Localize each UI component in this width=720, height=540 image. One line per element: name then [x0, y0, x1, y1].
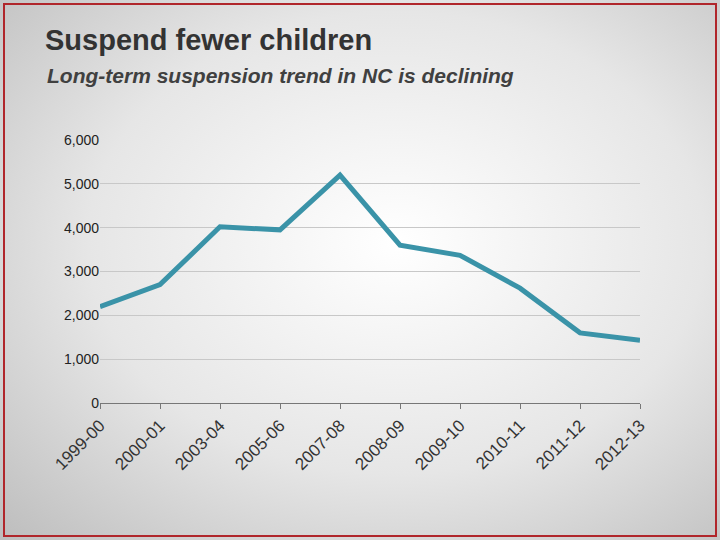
svg-text:2010-11: 2010-11 — [472, 416, 529, 473]
svg-text:Suspend fewer children: Suspend fewer children — [45, 24, 372, 56]
svg-text:1999-00: 1999-00 — [51, 416, 109, 474]
svg-text:Long-term suspension trend in: Long-term suspension trend in NC is decl… — [47, 64, 514, 87]
svg-text:0: 0 — [91, 395, 99, 411]
svg-text:2007-08: 2007-08 — [291, 416, 349, 474]
svg-text:2000-01: 2000-01 — [111, 416, 169, 474]
svg-text:3,000: 3,000 — [64, 263, 99, 279]
svg-text:1,000: 1,000 — [64, 351, 99, 367]
svg-text:2005-06: 2005-06 — [231, 416, 289, 474]
svg-text:2,000: 2,000 — [64, 307, 99, 323]
svg-text:2009-10: 2009-10 — [411, 416, 469, 474]
svg-text:4,000: 4,000 — [64, 220, 99, 236]
svg-text:2011-12: 2011-12 — [532, 416, 589, 473]
svg-text:2008-09: 2008-09 — [351, 416, 409, 474]
svg-text:2012-13: 2012-13 — [591, 416, 649, 474]
svg-text:6,000: 6,000 — [64, 132, 99, 148]
svg-text:5,000: 5,000 — [64, 176, 99, 192]
svg-text:2003-04: 2003-04 — [171, 416, 229, 474]
